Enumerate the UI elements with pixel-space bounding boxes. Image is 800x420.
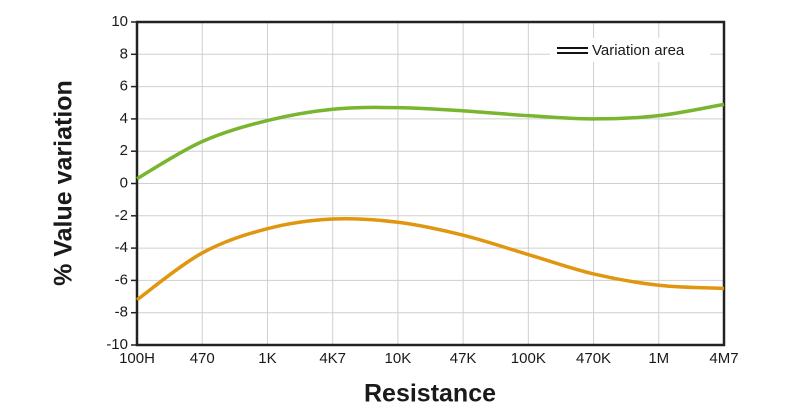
x-tick-label: 4K7 (319, 350, 346, 367)
series-line (135, 216, 725, 302)
y-axis-title: % Value variation (50, 80, 78, 286)
x-tick-label: 100H (119, 350, 155, 367)
x-tick-label: 1M (648, 350, 669, 367)
series-line (136, 102, 725, 181)
y-tick-label: 6 (120, 78, 128, 95)
y-tick-label: 10 (111, 13, 128, 30)
y-tick-label: 0 (120, 174, 128, 191)
y-tick-label: 2 (120, 142, 128, 159)
x-tick-label: 4M7 (709, 350, 738, 367)
x-tick-label: 470 (190, 350, 215, 367)
x-tick-label: 10K (385, 350, 412, 367)
y-tick-label: -4 (115, 239, 128, 256)
x-tick-label: 47K (450, 350, 477, 367)
legend-label: Variation area (592, 42, 685, 59)
x-tick-label: 470K (576, 350, 611, 367)
y-tick-label: 4 (120, 110, 128, 127)
legend-bg (550, 38, 710, 62)
y-tick-label: -8 (115, 304, 128, 321)
y-tick-label: -2 (115, 207, 128, 224)
x-axis-title: Resistance (364, 380, 496, 408)
x-tick-label: 100K (511, 350, 546, 367)
x-tick-label: 1K (258, 350, 276, 367)
y-tick-label: -10 (106, 336, 128, 353)
y-tick-label: -6 (115, 271, 128, 288)
plot-frame (135, 20, 726, 347)
y-tick-label: 8 (120, 45, 128, 62)
